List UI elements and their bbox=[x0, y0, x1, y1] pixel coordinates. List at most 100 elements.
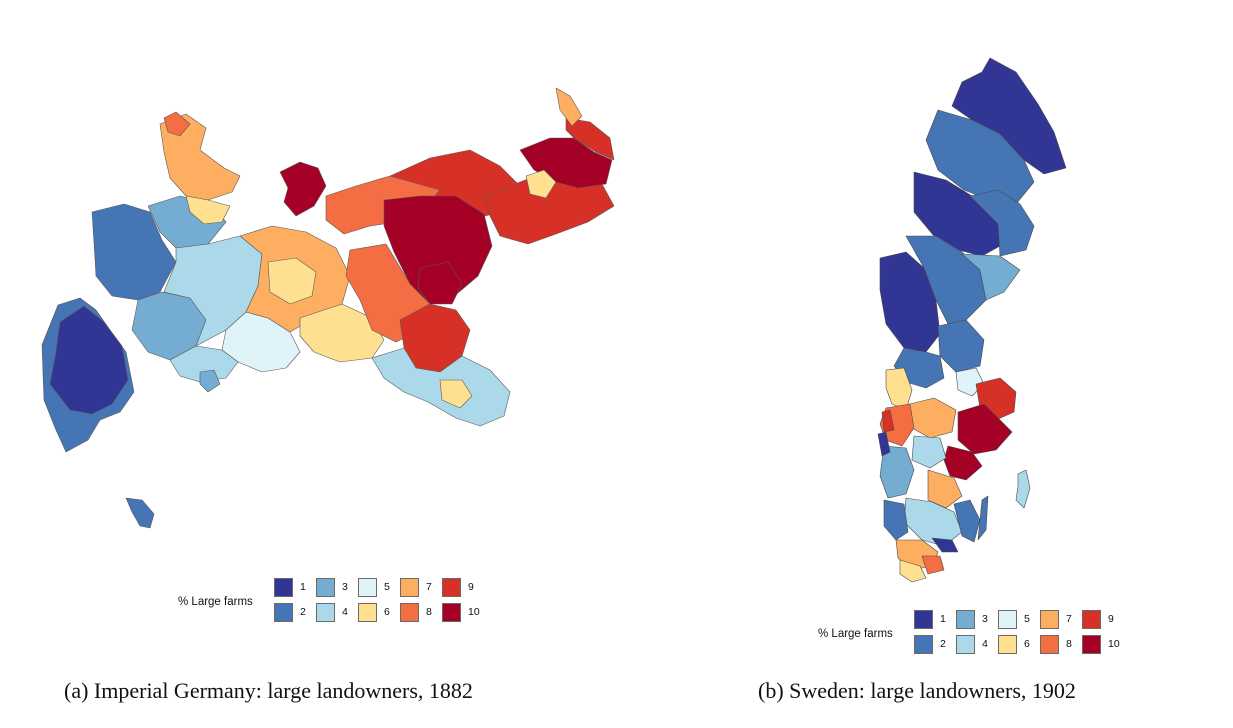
region-mecklenburg-yellow bbox=[185, 195, 231, 225]
legend-swatch bbox=[1040, 610, 1059, 629]
region-gothenburg-dark bbox=[877, 431, 891, 457]
germany-map bbox=[41, 87, 615, 529]
region-skane-red bbox=[921, 555, 945, 575]
legend-swatch bbox=[274, 578, 293, 597]
germany-panel: % Large farms 1 2 3 4 5 6 7 8 9 10 (a) Imperial G… bbox=[41, 87, 615, 703]
region-south-central bbox=[169, 345, 239, 383]
legend-swatch bbox=[442, 578, 461, 597]
region-east-prussia-red bbox=[565, 117, 615, 161]
legend-swatch bbox=[914, 635, 933, 654]
region-brandenburg-yellow bbox=[267, 257, 317, 305]
legend-item: 9 bbox=[442, 578, 488, 600]
legend-swatch bbox=[1082, 610, 1101, 629]
legend-swatch bbox=[274, 603, 293, 622]
region-west-prussia bbox=[383, 195, 493, 305]
region-vastmanland bbox=[909, 397, 957, 439]
region-gothenburg-red bbox=[881, 409, 895, 433]
region-oland bbox=[977, 495, 989, 541]
legend-item: 8 bbox=[1040, 635, 1086, 657]
legend-item: 3 bbox=[956, 610, 1002, 632]
legend-item: 2 bbox=[274, 603, 320, 625]
legend-item: 9 bbox=[1082, 610, 1128, 632]
region-jamtland bbox=[905, 235, 987, 325]
legend-swatch bbox=[400, 578, 419, 597]
legend-item: 10 bbox=[442, 603, 488, 625]
legend-swatch bbox=[358, 578, 377, 597]
sweden-legend: % Large farms 1 2 3 4 5 6 7 8 9 10 bbox=[818, 610, 1138, 662]
region-vastergotland bbox=[879, 445, 915, 499]
region-vasternorrland bbox=[961, 253, 1021, 301]
legend-label: 9 bbox=[468, 581, 474, 593]
germany-legend: % Large farms 1 2 3 4 5 6 7 8 9 10 bbox=[178, 578, 498, 630]
legend-item: 8 bbox=[400, 603, 446, 625]
legend-label: 2 bbox=[300, 606, 306, 618]
legend-label: 4 bbox=[342, 606, 348, 618]
legend-label: 6 bbox=[1024, 638, 1030, 650]
region-alsace bbox=[125, 497, 155, 529]
region-rhineland-core bbox=[49, 305, 129, 415]
legend-swatch bbox=[956, 610, 975, 629]
legend-label: 3 bbox=[342, 581, 348, 593]
region-stockholm bbox=[957, 403, 1013, 455]
legend-title: % Large farms bbox=[818, 628, 893, 640]
legend-item: 7 bbox=[400, 578, 446, 600]
legend-label: 7 bbox=[1066, 613, 1072, 625]
legend-item: 1 bbox=[914, 610, 960, 632]
legend-label: 5 bbox=[384, 581, 390, 593]
legend-item: 5 bbox=[358, 578, 404, 600]
legend-swatch bbox=[1040, 635, 1059, 654]
sweden-panel: % Large farms 1 2 3 4 5 6 7 8 9 10 (b) Sweden: la… bbox=[700, 0, 1233, 728]
region-kalmar bbox=[953, 499, 981, 543]
legend-swatch bbox=[442, 603, 461, 622]
legend-item: 6 bbox=[998, 635, 1044, 657]
legend-label: 5 bbox=[1024, 613, 1030, 625]
legend-label: 10 bbox=[1108, 638, 1120, 650]
legend-swatch bbox=[1082, 635, 1101, 654]
legend-item: 4 bbox=[956, 635, 1002, 657]
region-memel bbox=[555, 87, 583, 127]
region-vasterbotten bbox=[969, 189, 1035, 257]
legend-item: 3 bbox=[316, 578, 362, 600]
region-westphalia bbox=[91, 203, 177, 301]
legend-label: 7 bbox=[426, 581, 432, 593]
legend-item: 1 bbox=[274, 578, 320, 600]
legend-item: 2 bbox=[914, 635, 960, 657]
legend-label: 1 bbox=[300, 581, 306, 593]
legend-item: 5 bbox=[998, 610, 1044, 632]
legend-label: 8 bbox=[426, 606, 432, 618]
legend-swatch bbox=[914, 610, 933, 629]
legend-swatch bbox=[400, 603, 419, 622]
legend-swatch bbox=[316, 578, 335, 597]
legend-label: 8 bbox=[1066, 638, 1072, 650]
legend-label: 9 bbox=[1108, 613, 1114, 625]
legend-title: % Large farms bbox=[178, 596, 253, 608]
legend-label: 6 bbox=[384, 606, 390, 618]
region-halland bbox=[883, 499, 909, 541]
region-ostergotland bbox=[927, 469, 963, 509]
legend-swatch bbox=[998, 635, 1017, 654]
region-holstein bbox=[163, 111, 191, 137]
region-blekinge bbox=[931, 537, 959, 553]
region-rugen bbox=[279, 161, 327, 217]
region-silesia-yellow bbox=[439, 379, 473, 409]
legend-label: 3 bbox=[982, 613, 988, 625]
legend-swatch bbox=[956, 635, 975, 654]
region-bavaria-palatinate bbox=[199, 369, 221, 393]
region-jamtland-dark bbox=[879, 251, 941, 353]
sweden-map bbox=[877, 57, 1067, 583]
legend-label: 10 bbox=[468, 606, 480, 618]
region-vasterbotten-dark bbox=[913, 171, 1001, 257]
sweden-caption: (b) Sweden: large landowners, 1902 bbox=[758, 678, 1076, 703]
legend-item: 4 bbox=[316, 603, 362, 625]
region-sodermanland bbox=[943, 445, 983, 481]
region-posen-dark bbox=[417, 261, 463, 305]
legend-item: 7 bbox=[1040, 610, 1086, 632]
region-gotland bbox=[1015, 469, 1031, 509]
legend-label: 2 bbox=[940, 638, 946, 650]
legend-item: 6 bbox=[358, 603, 404, 625]
germany-caption: (a) Imperial Germany: large landowners, … bbox=[64, 678, 473, 703]
region-skane-south bbox=[899, 559, 927, 583]
legend-label: 1 bbox=[940, 613, 946, 625]
region-gavleborg bbox=[937, 319, 985, 373]
legend-swatch bbox=[998, 610, 1017, 629]
